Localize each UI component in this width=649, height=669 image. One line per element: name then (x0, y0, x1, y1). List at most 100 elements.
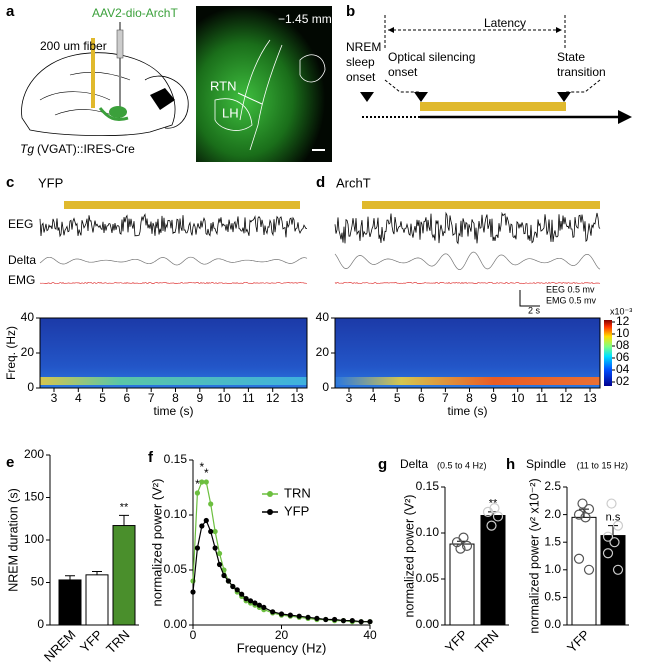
y-axis-label: normalized power (v² x10⁻²) (527, 478, 541, 633)
brain-structure (150, 88, 175, 110)
y-tick-label: 0.05 (416, 571, 440, 585)
x-tick-label: 9 (490, 391, 497, 405)
x-tick-label: YFP (564, 627, 592, 655)
state-transition: State (557, 50, 585, 64)
series-marker (252, 600, 258, 606)
x-tick-label: 10 (217, 391, 231, 405)
y-tick-label: 0.5 (544, 590, 561, 604)
virus-label: AAV2-dio-ArchT (92, 6, 178, 20)
series-marker (323, 616, 329, 623)
chart-title: Spindle (526, 457, 566, 471)
panel-label: d (316, 174, 325, 191)
y-axis-label: NREM duration (s) (6, 488, 20, 592)
series-marker (340, 618, 347, 624)
x-tick-label: 6 (124, 391, 131, 405)
y-tick-label: 20 (21, 345, 35, 359)
series-marker (261, 604, 267, 611)
series-marker (212, 545, 218, 551)
spectrogram (335, 318, 600, 388)
y-tick-label: 0.05 (164, 562, 188, 576)
data-point (583, 503, 595, 515)
x-tick-label: 8 (172, 391, 179, 405)
fiber-label: 200 um fiber (40, 39, 107, 53)
data-point (486, 520, 497, 531)
mouse-line: (VGAT)::IRES-Cre (37, 142, 135, 156)
data-point (612, 564, 624, 575)
x-tick-label: TRN (103, 627, 132, 656)
series-marker (194, 490, 201, 496)
colorbar-tick-label: 04 (616, 362, 630, 376)
histology-outline (214, 39, 326, 151)
bar (449, 543, 475, 626)
injection-site (109, 106, 127, 118)
y-tick-label: 0.00 (416, 617, 440, 631)
x-tick-label: 3 (346, 391, 353, 405)
series-marker (221, 572, 227, 579)
panel-label: c (6, 174, 14, 191)
significance: n.s (606, 512, 621, 524)
silencing-onset: onset (388, 65, 418, 79)
series-marker (332, 616, 338, 623)
data-point (492, 511, 504, 522)
cerebellum (144, 75, 189, 129)
data-point (602, 531, 614, 542)
y-tick-label: 0.15 (164, 452, 188, 466)
x-tick-label: 7 (442, 391, 449, 405)
bar (571, 516, 597, 626)
series-marker (278, 611, 285, 617)
x-tick-label: YFP (442, 627, 470, 655)
series-marker (230, 583, 236, 590)
bar (480, 515, 506, 626)
x-tick-label: 40 (363, 628, 377, 642)
arrowhead (360, 92, 571, 102)
trace-label: EMG (8, 273, 35, 287)
legend-label: YFP (284, 503, 309, 518)
data-point (455, 543, 466, 554)
series-marker (243, 596, 249, 602)
histology-image (196, 6, 332, 162)
y-axis-label: Freq. (Hz) (4, 326, 18, 380)
x-tick-label: 4 (370, 391, 377, 405)
error-bar (608, 525, 618, 536)
x-tick-label: 12 (266, 391, 280, 405)
panel-label: h (506, 456, 515, 473)
bar (112, 525, 136, 626)
series-marker (358, 619, 364, 625)
eeg-trace (334, 211, 601, 245)
series-line (192, 519, 370, 623)
data-point (612, 520, 624, 531)
y-axis-label: normalized power (V²) (149, 479, 164, 607)
silencing-bar (64, 201, 300, 209)
spectrogram (40, 318, 307, 388)
dashed-line (384, 79, 601, 93)
nrem-onset: NREM (346, 40, 381, 54)
y-tick-label: 0.15 (416, 479, 440, 493)
series-marker (247, 598, 254, 604)
nrem-onset: sleep (346, 55, 375, 69)
series-marker (305, 614, 311, 620)
panel-label: b (346, 3, 355, 20)
y-tick-label: 200 (24, 447, 44, 461)
x-tick-label: 9 (196, 391, 203, 405)
significance: ** (489, 498, 498, 510)
colorbar-tick-label: 10 (616, 326, 630, 340)
panel-label: e (6, 454, 14, 471)
panel-title: ArchT (336, 175, 371, 190)
series-marker (216, 561, 223, 568)
series-marker (212, 528, 218, 535)
nrem-onset: onset (346, 70, 376, 84)
lh-label: LH (222, 105, 239, 120)
data-point (573, 509, 585, 520)
y-tick-label: 150 (24, 490, 44, 504)
data-point (609, 537, 620, 548)
series-marker (239, 591, 245, 597)
data-point (602, 548, 614, 559)
bar (600, 535, 626, 626)
data-point (458, 532, 469, 543)
x-tick-label: 20 (275, 628, 289, 642)
series-marker (208, 528, 214, 535)
y-tick-label: 50 (31, 575, 45, 589)
x-tick-label: YFP (77, 627, 105, 655)
series-marker (234, 587, 240, 593)
